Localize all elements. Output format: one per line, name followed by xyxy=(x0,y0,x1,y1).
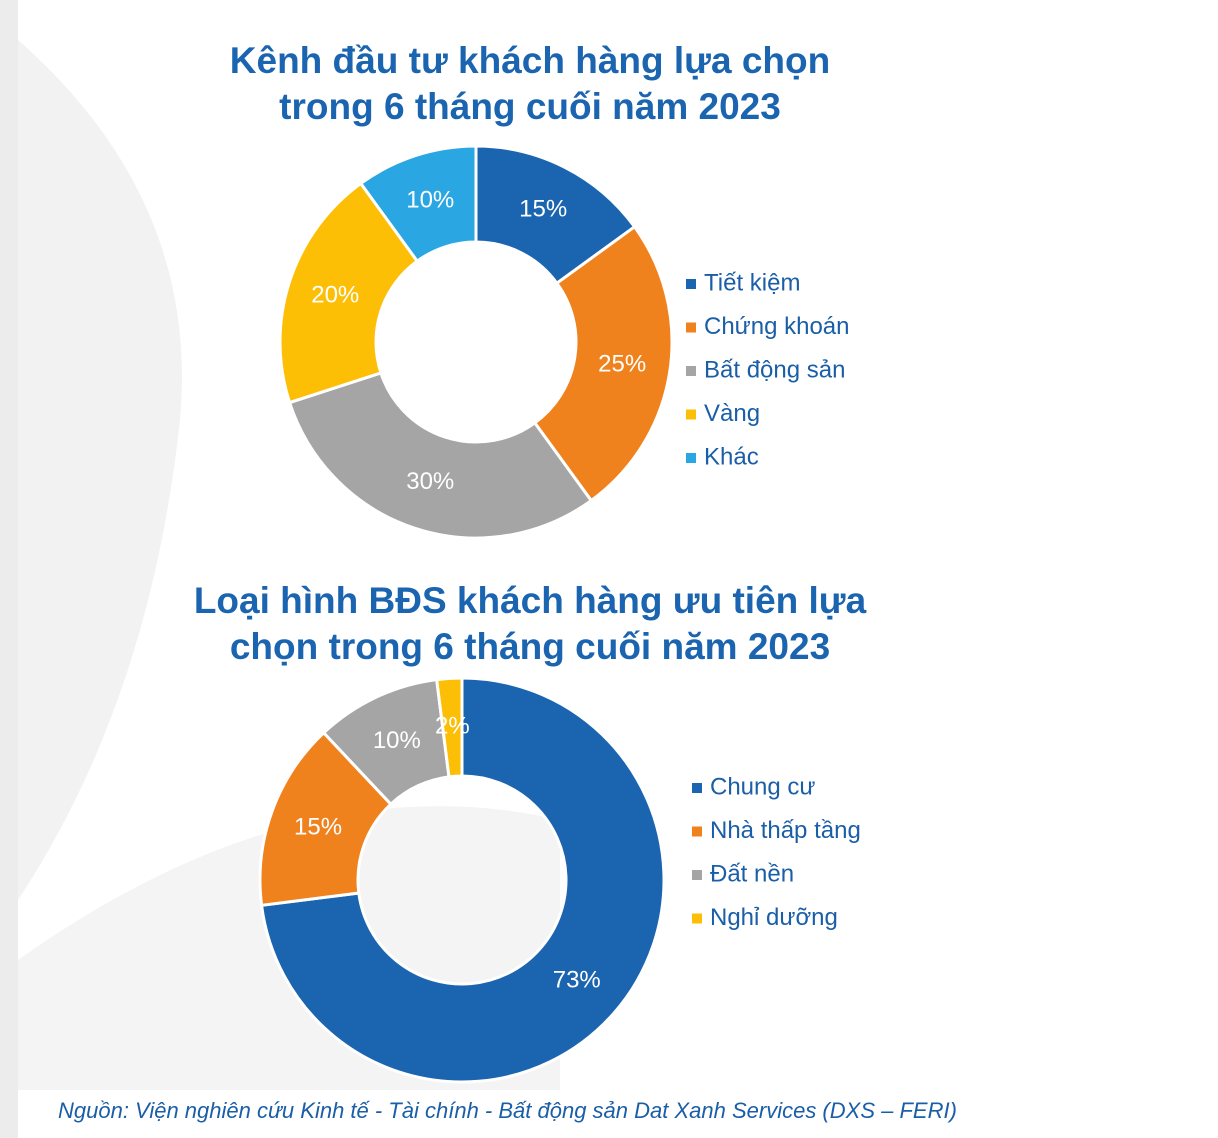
legend-label: Chung cư xyxy=(710,773,815,800)
data-label: 30% xyxy=(406,468,454,495)
legend-swatch xyxy=(692,783,702,793)
data-label: 15% xyxy=(519,195,567,222)
data-label: 25% xyxy=(598,350,646,377)
data-label: 20% xyxy=(311,282,359,309)
donut-slice xyxy=(532,224,674,503)
legend-swatch xyxy=(686,322,696,333)
donut-slice xyxy=(258,730,393,907)
data-label: 10% xyxy=(406,187,454,214)
legend-label: Đất nền xyxy=(710,860,794,887)
legend-swatch xyxy=(686,279,696,289)
data-label: 2% xyxy=(435,713,470,740)
legend-swatch xyxy=(692,913,702,924)
data-label: 15% xyxy=(294,814,342,841)
legend-label: Nghỉ dưỡng xyxy=(710,904,838,931)
chart-title: Loại hình BĐS khách hàng ưu tiên lựa chọ… xyxy=(193,580,867,667)
legend-swatch xyxy=(686,409,696,420)
legend-swatch xyxy=(686,366,696,376)
legend-label: Khác xyxy=(704,443,759,470)
legend-swatch xyxy=(692,870,702,880)
donut-slice xyxy=(278,181,420,405)
decor xyxy=(18,40,182,900)
legend-swatch xyxy=(692,826,702,837)
legend-label: Nhà thấp tầng xyxy=(710,817,861,844)
legend-swatch xyxy=(686,453,696,463)
edge xyxy=(0,0,18,1138)
donut-slice xyxy=(435,676,464,779)
data-label: 10% xyxy=(373,727,421,754)
legend-label: Vàng xyxy=(704,400,760,427)
donut-slice xyxy=(287,371,594,540)
legend-label: Bất động sản xyxy=(704,356,845,383)
legend-label: Chứng khoán xyxy=(704,313,850,340)
chart-title: Kênh đầu tư khách hàng lựa chọn trong 6 … xyxy=(229,40,831,127)
source: Nguồn: Viện nghiên cứu Kinh tế - Tài chí… xyxy=(58,1098,957,1123)
legend-label: Tiết kiệm xyxy=(704,269,800,296)
data-label: 73% xyxy=(553,967,601,994)
donut-slice xyxy=(259,676,666,1084)
donut-slice xyxy=(358,144,478,264)
